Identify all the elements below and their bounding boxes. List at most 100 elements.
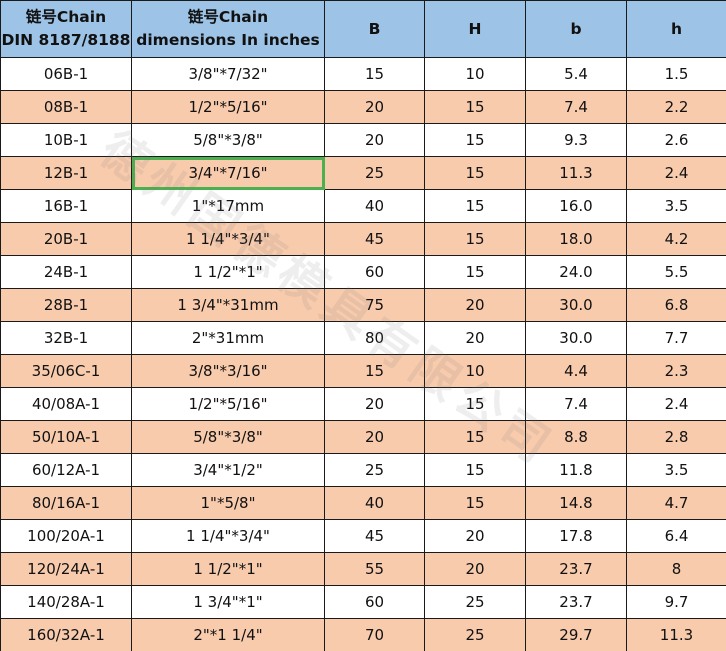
table-cell[interactable]: 9.7 <box>626 585 726 619</box>
table-cell[interactable]: 7.4 <box>525 90 627 124</box>
table-cell[interactable]: 6.4 <box>626 519 726 553</box>
table-cell[interactable]: 75 <box>324 288 425 322</box>
table-cell[interactable]: 1 3/4"*31mm <box>131 288 325 322</box>
table-cell[interactable]: 4.2 <box>626 222 726 256</box>
table-cell[interactable]: 15 <box>424 420 526 454</box>
table-cell[interactable]: 6.8 <box>626 288 726 322</box>
table-cell[interactable]: 20 <box>324 387 425 421</box>
table-cell[interactable]: 20 <box>424 519 526 553</box>
table-cell[interactable]: 15 <box>324 57 425 91</box>
table-cell[interactable]: 30.0 <box>525 321 627 355</box>
table-cell[interactable]: 30.0 <box>525 288 627 322</box>
table-cell[interactable]: 120/24A-1 <box>0 552 132 586</box>
table-cell[interactable]: 10 <box>424 354 526 388</box>
table-cell[interactable]: 24B-1 <box>0 255 132 289</box>
table-cell[interactable]: 15 <box>324 354 425 388</box>
table-cell[interactable]: 1 3/4"*1" <box>131 585 325 619</box>
table-cell[interactable]: 1 1/4"*3/4" <box>131 222 325 256</box>
table-cell[interactable]: 10B-1 <box>0 123 132 157</box>
table-cell[interactable]: 40 <box>324 486 425 520</box>
table-cell[interactable]: 20 <box>424 552 526 586</box>
table-cell[interactable]: 15 <box>424 90 526 124</box>
table-cell[interactable]: 2.8 <box>626 420 726 454</box>
table-cell[interactable]: 7.7 <box>626 321 726 355</box>
table-cell[interactable]: 3/4"*1/2" <box>131 453 325 487</box>
table-cell[interactable]: 1/2"*5/16" <box>131 387 325 421</box>
table-cell[interactable]: 140/28A-1 <box>0 585 132 619</box>
table-cell[interactable]: 1 1/4"*3/4" <box>131 519 325 553</box>
table-cell[interactable]: 3/8"*3/16" <box>131 354 325 388</box>
table-cell[interactable]: 20 <box>424 321 526 355</box>
table-cell[interactable]: 11.3 <box>525 156 627 190</box>
table-cell[interactable]: 08B-1 <box>0 90 132 124</box>
table-cell[interactable]: 8 <box>626 552 726 586</box>
table-cell[interactable]: 15 <box>424 255 526 289</box>
table-cell[interactable]: 29.7 <box>525 618 627 651</box>
table-cell[interactable]: 1 1/2"*1" <box>131 552 325 586</box>
table-cell[interactable]: 23.7 <box>525 552 627 586</box>
table-cell[interactable]: 3.5 <box>626 189 726 223</box>
table-cell[interactable]: 100/20A-1 <box>0 519 132 553</box>
table-cell[interactable]: 25 <box>324 156 425 190</box>
table-cell[interactable]: 16B-1 <box>0 189 132 223</box>
table-cell[interactable]: 45 <box>324 222 425 256</box>
table-cell[interactable]: 24.0 <box>525 255 627 289</box>
table-cell[interactable]: 80 <box>324 321 425 355</box>
table-cell[interactable]: 15 <box>424 222 526 256</box>
column-header[interactable]: 链号Chain dimensions In inches <box>131 0 325 58</box>
table-cell[interactable]: 4.7 <box>626 486 726 520</box>
table-cell[interactable]: 23.7 <box>525 585 627 619</box>
table-cell[interactable]: 2.2 <box>626 90 726 124</box>
column-header[interactable]: H <box>424 0 526 58</box>
table-cell[interactable]: 60 <box>324 255 425 289</box>
table-cell[interactable]: 25 <box>424 585 526 619</box>
table-cell[interactable]: 20 <box>324 90 425 124</box>
table-cell[interactable]: 9.3 <box>525 123 627 157</box>
table-cell[interactable]: 15 <box>424 189 526 223</box>
column-header[interactable]: b <box>525 0 627 58</box>
table-cell[interactable]: 35/06C-1 <box>0 354 132 388</box>
table-cell[interactable]: 11.3 <box>626 618 726 651</box>
table-cell[interactable]: 2"*1 1/4" <box>131 618 325 651</box>
table-cell[interactable]: 5.4 <box>525 57 627 91</box>
table-cell[interactable]: 15 <box>424 387 526 421</box>
table-cell[interactable]: 60 <box>324 585 425 619</box>
table-cell[interactable]: 20 <box>424 288 526 322</box>
table-cell[interactable]: 15 <box>424 486 526 520</box>
table-cell[interactable]: 32B-1 <box>0 321 132 355</box>
table-cell[interactable]: 160/32A-1 <box>0 618 132 651</box>
table-cell[interactable]: 60/12A-1 <box>0 453 132 487</box>
table-cell[interactable]: 11.8 <box>525 453 627 487</box>
table-cell[interactable]: 2.4 <box>626 156 726 190</box>
table-cell[interactable]: 12B-1 <box>0 156 132 190</box>
table-cell[interactable]: 28B-1 <box>0 288 132 322</box>
table-cell[interactable]: 55 <box>324 552 425 586</box>
table-cell[interactable]: 40 <box>324 189 425 223</box>
table-cell[interactable]: 1"*17mm <box>131 189 325 223</box>
table-cell[interactable]: 06B-1 <box>0 57 132 91</box>
table-cell[interactable]: 15 <box>424 123 526 157</box>
table-cell[interactable]: 17.8 <box>525 519 627 553</box>
table-cell[interactable]: 5/8"*3/8" <box>131 123 325 157</box>
table-cell[interactable]: 16.0 <box>525 189 627 223</box>
table-cell[interactable]: 15 <box>424 453 526 487</box>
table-cell[interactable]: 40/08A-1 <box>0 387 132 421</box>
table-cell[interactable]: 5/8"*3/8" <box>131 420 325 454</box>
column-header[interactable]: 链号Chain DIN 8187/8188 <box>0 0 132 58</box>
column-header[interactable]: h <box>626 0 726 58</box>
table-cell[interactable]: 5.5 <box>626 255 726 289</box>
table-cell[interactable]: 15 <box>424 156 526 190</box>
table-cell[interactable]: 50/10A-1 <box>0 420 132 454</box>
table-cell[interactable]: 3.5 <box>626 453 726 487</box>
table-cell[interactable]: 1.5 <box>626 57 726 91</box>
table-cell[interactable]: 20 <box>324 420 425 454</box>
table-cell[interactable]: 20 <box>324 123 425 157</box>
table-cell[interactable]: 8.8 <box>525 420 627 454</box>
table-cell[interactable]: 1/2"*5/16" <box>131 90 325 124</box>
table-cell[interactable]: 25 <box>324 453 425 487</box>
table-cell[interactable]: 20B-1 <box>0 222 132 256</box>
table-cell[interactable]: 3/8"*7/32" <box>131 57 325 91</box>
table-cell[interactable]: 10 <box>424 57 526 91</box>
table-cell[interactable]: 2.3 <box>626 354 726 388</box>
column-header[interactable]: B <box>324 0 425 58</box>
